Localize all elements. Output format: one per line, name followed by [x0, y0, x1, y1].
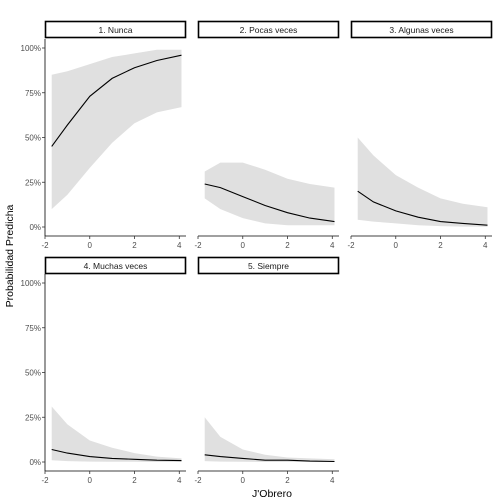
x-tick-label: 4 — [330, 241, 335, 250]
x-tick-label: 2 — [285, 241, 290, 250]
predicted-line — [51, 54, 182, 147]
y-tick-label: 0% — [29, 458, 41, 467]
predicted-line — [204, 183, 335, 223]
x-tick-label: 2 — [285, 476, 290, 485]
confidence-ribbon — [51, 49, 182, 210]
panel-5: 5. Siempre -2 0 2 4 — [194, 256, 340, 485]
x-axis-title: J'Obrero — [252, 488, 292, 500]
confidence-ribbon — [204, 417, 335, 462]
strip-title: 1. Nunca — [98, 25, 132, 35]
x-tick-label: 0 — [88, 476, 93, 485]
y-tick-label: 75% — [25, 324, 41, 333]
panel-1: 1. Nunca -2 0 2 4 0% 25% 50% 75% 100% — [21, 20, 187, 250]
y-tick-label: 50% — [25, 134, 41, 143]
x-tick-label: 4 — [177, 241, 182, 250]
panels-layer: 1. Nunca -2 0 2 4 0% 25% 50% 75% 100% 2. Pocas vec… — [21, 20, 493, 485]
panel-3: 3. Algunas veces -2 0 2 4 — [347, 20, 493, 250]
x-tick-label: -2 — [41, 476, 49, 485]
x-tick-label: 4 — [177, 476, 182, 485]
x-tick-label: -2 — [194, 476, 202, 485]
strip-header — [44, 20, 187, 39]
confidence-ribbon — [51, 406, 182, 462]
y-tick-label: 25% — [25, 413, 41, 422]
predicted-line — [357, 190, 488, 226]
strip-title: 2. Pocas veces — [240, 25, 298, 35]
y-tick-label: 100% — [21, 279, 41, 288]
panel-2: 2. Pocas veces -2 0 2 4 — [194, 20, 340, 250]
strip-title: 3. Algunas veces — [389, 25, 453, 35]
y-tick-label: 25% — [25, 178, 41, 187]
x-tick-label: 0 — [241, 241, 246, 250]
strip-header — [44, 256, 187, 275]
x-tick-label: 2 — [132, 476, 137, 485]
x-tick-label: -2 — [347, 241, 355, 250]
strip-title: 4. Muchas veces — [84, 261, 148, 271]
predicted-line — [51, 448, 182, 462]
strip-header — [350, 20, 493, 39]
x-tick-label: 0 — [241, 476, 246, 485]
strip-header — [197, 20, 340, 39]
x-tick-label: 0 — [88, 241, 93, 250]
y-tick-label: 75% — [25, 89, 41, 98]
strip-header — [197, 256, 340, 275]
x-tick-label: 4 — [330, 476, 335, 485]
x-tick-label: 2 — [132, 241, 137, 250]
confidence-ribbon — [357, 137, 488, 227]
x-tick-label: 4 — [483, 241, 488, 250]
y-tick-label: 100% — [21, 44, 41, 53]
y-tick-label: 50% — [25, 369, 41, 378]
x-tick-label: -2 — [194, 241, 202, 250]
strip-title: 5. Siempre — [248, 261, 289, 271]
confidence-ribbon — [204, 162, 335, 226]
x-tick-label: 2 — [438, 241, 443, 250]
panel-4: 4. Muchas veces -2 0 2 4 0% 25% 50% 75% 100% — [21, 256, 187, 485]
x-tick-label: 0 — [394, 241, 399, 250]
y-tick-label: 0% — [29, 223, 41, 232]
predicted-line — [204, 454, 335, 463]
x-tick-label: -2 — [41, 241, 49, 250]
y-axis-title: Probabilidad Predicha — [4, 204, 16, 307]
